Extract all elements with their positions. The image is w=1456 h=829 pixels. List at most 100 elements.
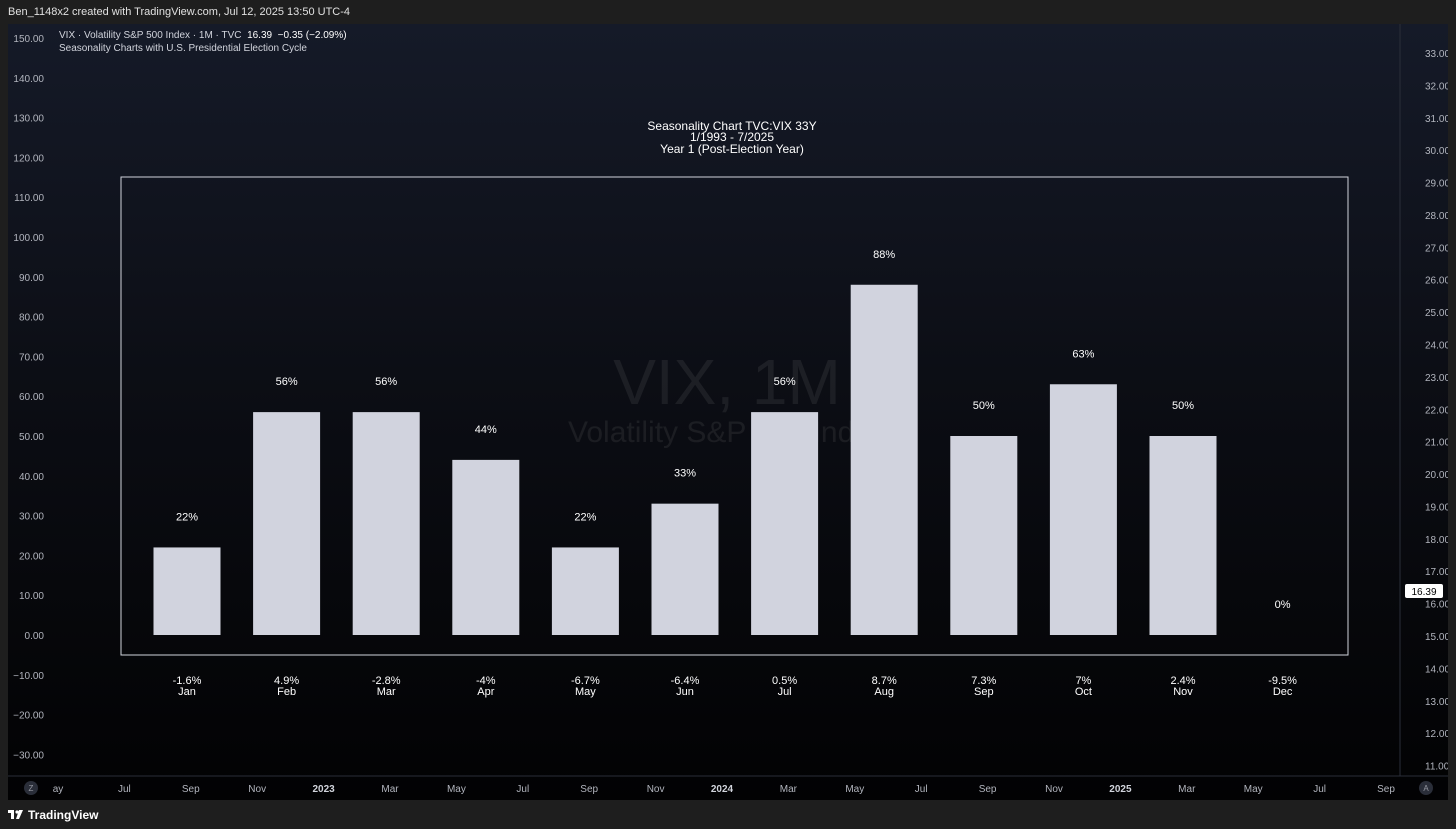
time-axis-label: Jul <box>516 784 529 795</box>
tradingview-logo[interactable]: TradingView <box>8 808 98 822</box>
time-axis-label: May <box>845 784 864 795</box>
time-axis-label: Sep <box>979 784 997 795</box>
bar-feb[interactable] <box>253 412 321 635</box>
bar-mar[interactable] <box>352 412 420 635</box>
timezone-button-label: Z <box>29 784 34 793</box>
current-price-marker <box>1405 583 1443 598</box>
price-axis-tick-label: 27.00 <box>1425 243 1448 254</box>
plot-area: 22% -1.6%Jan 56% 4.9%Feb 56% -2.8%Mar 44% -4%Ap… <box>120 176 1349 698</box>
bar-apr[interactable] <box>452 459 520 635</box>
watermark: VIX, 1M Volatility S&P 500 Index <box>568 346 886 449</box>
left-axis-tick-label: −10.00 <box>13 671 44 682</box>
bar-sep[interactable] <box>950 436 1018 635</box>
price-axis-tick-label: 24.00 <box>1425 341 1448 352</box>
bar-value-label: 63% <box>1072 348 1094 360</box>
price-axis-tick-label: 32.00 <box>1425 81 1448 92</box>
left-axis-tick-label: 100.00 <box>13 233 44 244</box>
auto-scale-button-label: A <box>1423 784 1429 793</box>
month-category-label: May <box>575 686 596 698</box>
time-axis-label: 2024 <box>711 784 734 795</box>
bar-jan[interactable] <box>153 547 221 635</box>
left-axis-tick-label: −30.00 <box>13 750 44 761</box>
current-price-label: 16.39 <box>1411 587 1436 598</box>
bar-jun[interactable] <box>651 503 719 635</box>
bar-jul[interactable] <box>751 412 819 635</box>
price-axis-tick-label: 18.00 <box>1425 535 1448 546</box>
month-category-label: Aug <box>874 686 894 698</box>
left-value-axis[interactable]: 150.00 140.00 130.00 120.00 110.00 100.00 90.0… <box>13 34 44 761</box>
bar-nov[interactable] <box>1149 436 1217 635</box>
legend-symbol-row: VIX · Volatility S&P 500 Index · 1M · TV… <box>59 29 347 42</box>
avg-return-label: -9.5% <box>1268 675 1297 687</box>
left-axis-tick-label: 130.00 <box>13 114 44 125</box>
bar-aug[interactable] <box>850 284 918 635</box>
time-axis-label: Sep <box>182 784 200 795</box>
bar-value-label: 56% <box>276 376 298 388</box>
left-axis-tick-label: 140.00 <box>13 74 44 85</box>
chart-frame[interactable]: VIX, 1M Volatility S&P 500 Index 150.00 1… <box>8 24 1448 800</box>
avg-return-label: 0.5% <box>772 675 797 687</box>
left-axis-tick-label: 80.00 <box>19 313 44 324</box>
bar-value-label: 22% <box>574 511 596 523</box>
time-axis-label: Jul <box>915 784 928 795</box>
left-axis-tick-label: 110.00 <box>14 193 44 204</box>
avg-return-label: -6.4% <box>671 675 700 687</box>
month-category-label: Jan <box>178 686 196 698</box>
left-axis-tick-label: 150.00 <box>13 34 44 45</box>
timezone-button[interactable] <box>24 781 38 795</box>
bar-value-label: 50% <box>973 400 995 412</box>
chart-title: Seasonality Chart TVC:VIX 33Y <box>647 119 816 133</box>
price-axis-tick-label: 26.00 <box>1425 276 1448 287</box>
avg-return-label: -6.7% <box>571 675 600 687</box>
time-axis-label: ay <box>53 784 64 795</box>
legend-change: −0.35 (−2.09%) <box>277 30 347 41</box>
footer-bar: TradingView <box>0 800 1456 829</box>
price-axis-tick-label: 16.00 <box>1425 600 1448 611</box>
time-axis-label: Mar <box>1178 784 1196 795</box>
time-axis-label: Sep <box>580 784 598 795</box>
watermark-name: Volatility S&P 500 Index <box>568 416 886 449</box>
bar-value-label: 33% <box>674 468 696 480</box>
time-axis[interactable]: ay Jul Sep Nov 2023 Mar May Jul Sep Nov 2024 Mar May… <box>8 775 1448 795</box>
time-axis-label: May <box>1244 784 1263 795</box>
price-axis-tick-label: 11.00 <box>1425 762 1448 773</box>
price-axis-tick-label: 12.00 <box>1425 729 1448 740</box>
avg-return-label: -1.6% <box>173 675 202 687</box>
time-axis-label: Jul <box>1313 784 1326 795</box>
time-axis-label: 2023 <box>312 784 335 795</box>
legend[interactable]: VIX · Volatility S&P 500 Index · 1M · TV… <box>59 29 347 55</box>
bar-value-label: 50% <box>1172 400 1194 412</box>
price-axis-tick-label: 17.00 <box>1425 567 1448 578</box>
auto-scale-button[interactable] <box>1419 781 1433 795</box>
right-price-axis[interactable]: 33.00 32.00 31.00 30.00 29.00 28.00 27.00 26.00… <box>1399 24 1448 776</box>
left-axis-tick-label: 10.00 <box>19 591 44 602</box>
month-category-label: Oct <box>1075 686 1092 698</box>
left-axis-tick-label: 90.00 <box>19 273 44 284</box>
legend-indicator-name[interactable]: Seasonality Charts with U.S. Presidentia… <box>59 43 307 54</box>
bar-value-label: 56% <box>375 376 397 388</box>
left-axis-tick-label: 60.00 <box>19 392 44 403</box>
bar-value-label: 22% <box>176 511 198 523</box>
avg-return-label: -4% <box>476 675 496 687</box>
avg-return-label: 7% <box>1075 675 1091 687</box>
seasonality-chart[interactable]: VIX, 1M Volatility S&P 500 Index 150.00 1… <box>8 24 1448 800</box>
top-attribution-bar: Ben_1148x2 created with TradingView.com,… <box>0 0 1456 24</box>
month-category-label: Sep <box>974 686 994 698</box>
chart-subtitle-range: 1/1993 - 7/2025 <box>690 130 774 144</box>
bar-may[interactable] <box>551 547 619 635</box>
price-axis-tick-label: 14.00 <box>1425 664 1448 675</box>
time-axis-label: Mar <box>381 784 399 795</box>
tradingview-brand: TradingView <box>28 808 99 822</box>
month-category-label: Nov <box>1173 686 1193 698</box>
price-axis-tick-label: 33.00 <box>1425 49 1448 60</box>
price-axis-tick-label: 30.00 <box>1425 146 1448 157</box>
legend-symbol: VIX · Volatility S&P 500 Index · 1M · TV… <box>59 30 242 41</box>
price-axis-tick-label: 31.00 <box>1425 114 1448 125</box>
avg-return-label: 2.4% <box>1170 675 1195 687</box>
legend-price: 16.39 <box>247 30 273 41</box>
price-axis-tick-label: 20.00 <box>1425 470 1448 481</box>
time-axis-label: Nov <box>647 784 665 795</box>
bar-oct[interactable] <box>1049 384 1117 635</box>
tradingview-logo-icon <box>8 810 23 819</box>
left-axis-tick-label: 40.00 <box>19 472 44 483</box>
